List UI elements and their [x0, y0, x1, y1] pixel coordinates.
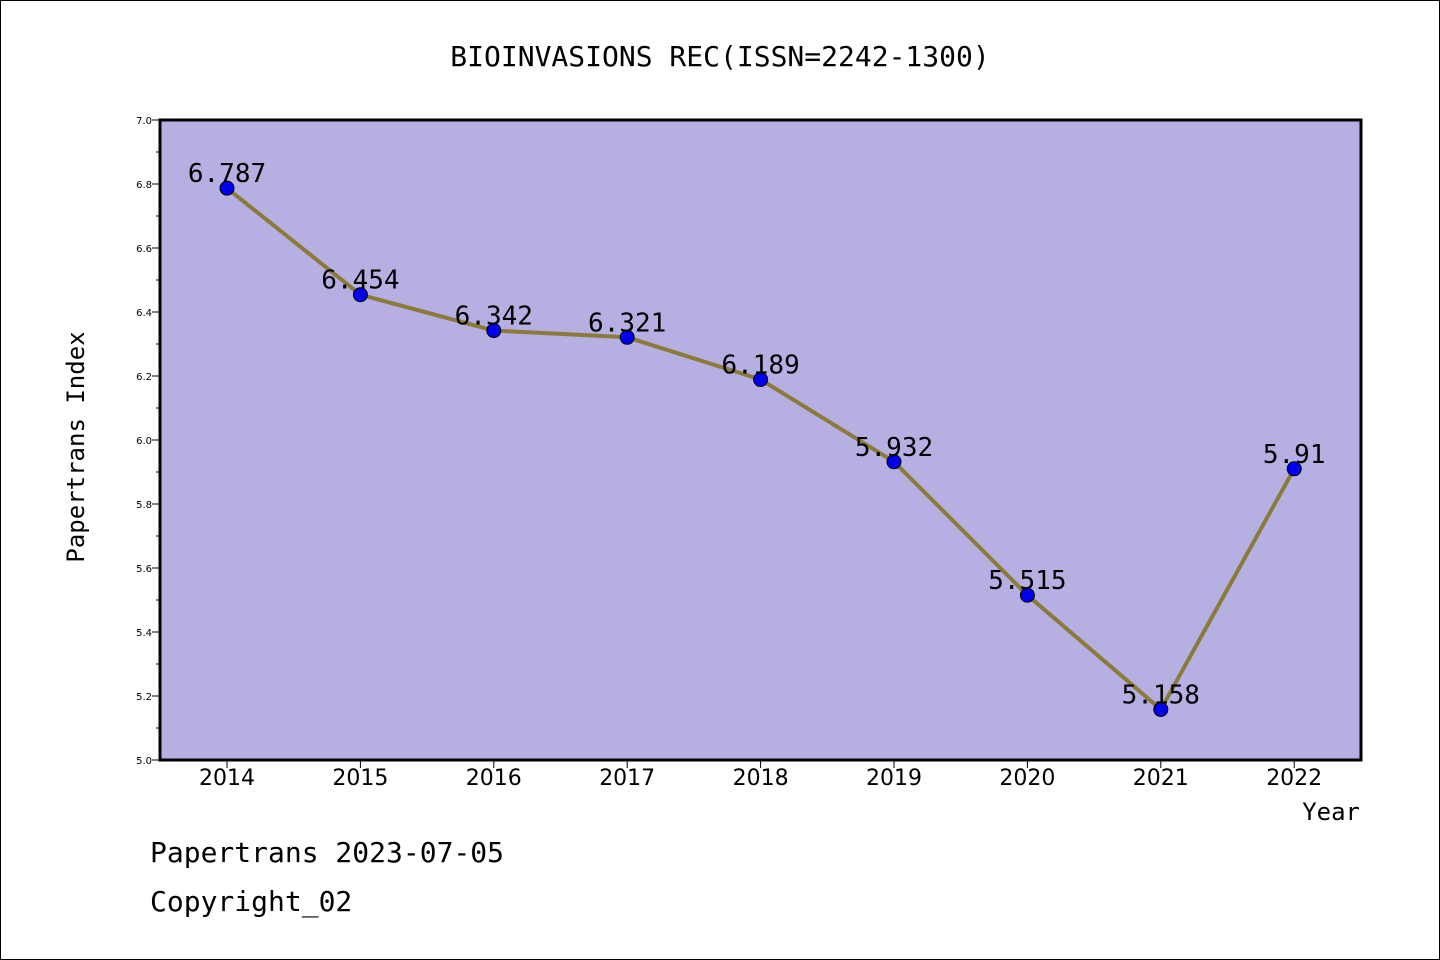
data-label: 5.515	[988, 566, 1066, 596]
data-label: 5.158	[1122, 680, 1200, 710]
data-label: 5.91	[1263, 440, 1326, 470]
y-tick-label: 6.6	[136, 244, 152, 255]
y-axis: 5.0 5.2 5.4 5.6 5.8 6.0 6.2 6.4 6.6 6.8 7.0	[136, 116, 160, 767]
data-point	[352, 287, 368, 303]
x-tick-label: 2018	[733, 766, 789, 791]
x-axis-label: Year	[1302, 798, 1360, 826]
y-tick-label: 5.8	[136, 500, 152, 511]
x-tick-label: 2015	[332, 766, 388, 791]
x-tick-label: 2019	[866, 766, 922, 791]
data-point	[1286, 461, 1302, 477]
data-label: 6.189	[721, 351, 799, 381]
x-tick-label: 2016	[466, 766, 522, 791]
data-label: 6.321	[588, 308, 666, 338]
x-tick-label: 2022	[1266, 766, 1322, 791]
y-tick-label: 5.6	[136, 564, 152, 575]
x-tick-label: 2014	[199, 766, 255, 791]
x-axis: 2014 2015 2016 2017 2018 2019 2020 2021 2022	[199, 760, 1322, 791]
data-point	[219, 180, 235, 196]
y-tick-label: 6.4	[136, 308, 152, 319]
x-tick-label: 2017	[599, 766, 655, 791]
y-tick-label: 6.0	[136, 436, 152, 447]
y-tick-label: 6.8	[136, 180, 152, 191]
plot-area	[158, 118, 1363, 762]
data-point	[753, 372, 769, 388]
footer-copyright: Copyright_02	[150, 885, 353, 918]
y-tick-label: 5.4	[136, 628, 152, 639]
data-point	[619, 329, 635, 345]
data-label: 6.454	[321, 266, 399, 296]
y-tick-label: 7.0	[136, 116, 152, 127]
data-point	[1019, 587, 1035, 603]
y-tick-label: 6.2	[136, 372, 152, 383]
data-label: 5.932	[855, 433, 933, 463]
y-tick-label: 5.2	[136, 692, 152, 703]
data-point	[486, 323, 502, 339]
data-label: 6.787	[188, 159, 266, 189]
data-point	[886, 454, 902, 470]
data-point	[1153, 701, 1169, 717]
x-tick-label: 2021	[1133, 766, 1189, 791]
chart-title: BIOINVASIONS REC(ISSN=2242-1300)	[450, 40, 989, 73]
y-tick-label: 5.0	[136, 756, 152, 767]
series-group: 6.787 6.454 6.342 6.321 6.189 5.932 5.515 5.158…	[188, 159, 1326, 717]
data-label: 6.342	[455, 302, 533, 332]
y-axis-label: Papertrans Index	[62, 331, 90, 562]
x-tick-label: 2020	[999, 766, 1055, 791]
footer-date: Papertrans 2023-07-05	[150, 836, 505, 869]
